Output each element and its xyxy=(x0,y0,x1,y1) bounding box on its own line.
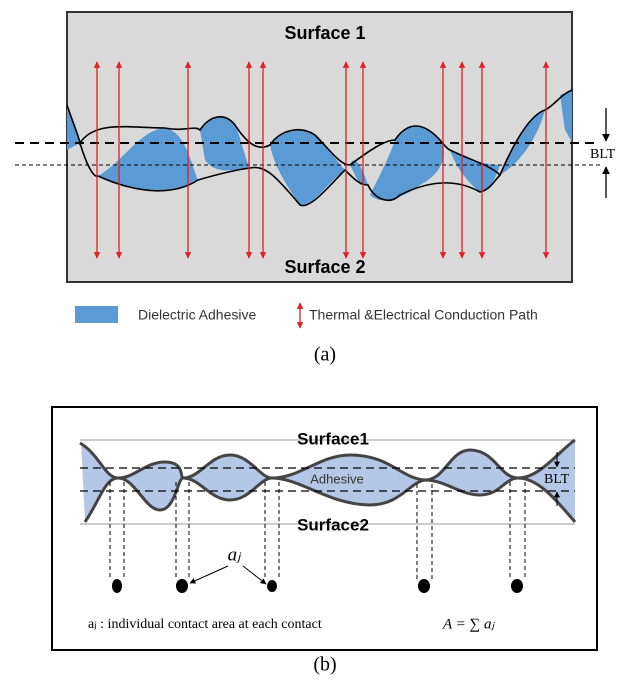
legend-label: Thermal &Electrical Conduction Path xyxy=(309,307,538,323)
surface-label: Surface 2 xyxy=(284,257,365,277)
caption: (a) xyxy=(314,344,336,366)
surface-label: Surface2 xyxy=(297,515,369,534)
adhesive-label: Adhesive xyxy=(310,471,363,486)
legend-swatch xyxy=(75,306,118,323)
blt-label: BLT xyxy=(590,147,616,162)
formula: A = ∑ aⱼ xyxy=(442,616,495,632)
surface-label: Surface 1 xyxy=(284,23,365,43)
note: aⱼ : individual contact area at each con… xyxy=(88,617,322,632)
blt-label: BLT xyxy=(544,472,570,487)
figure: BLT Surface 1 Surface 2 Dielectric Adhes… xyxy=(0,0,620,682)
contact-label: aⱼ xyxy=(228,544,243,565)
legend-label: Dielectric Adhesive xyxy=(138,307,256,323)
surface-label: Surface1 xyxy=(297,429,369,448)
caption: (b) xyxy=(313,654,336,676)
panel-b: aⱼ BLT Surface1 Surface2 Adhesive aⱼ : i… xyxy=(52,407,597,676)
panel-a: BLT Surface 1 Surface 2 Dielectric Adhes… xyxy=(15,12,616,366)
